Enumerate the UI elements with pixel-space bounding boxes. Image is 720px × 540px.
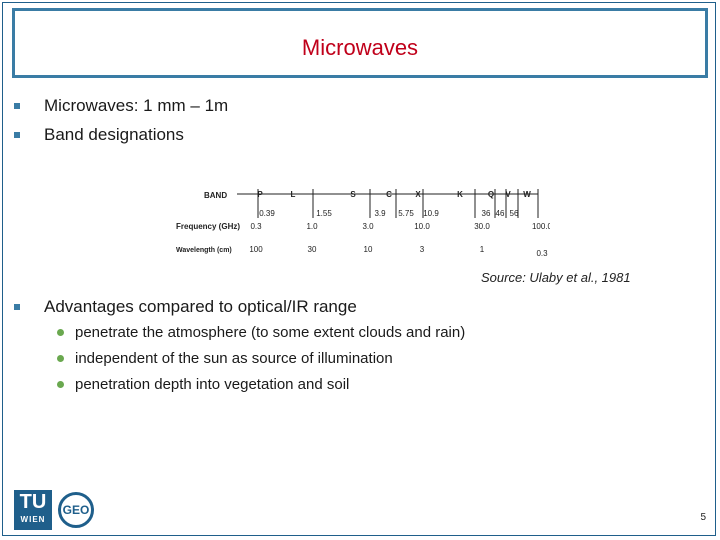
tu-wien-geo-logo: TU WIEN GEO xyxy=(14,490,94,530)
wavelength-tick-2: 10 xyxy=(364,245,373,254)
band-letter-q: Q xyxy=(488,190,494,199)
sub-bullet-text: independent of the sun as source of illu… xyxy=(75,350,393,367)
edge-frequency-7: 56 xyxy=(510,209,519,218)
bullet-text: Microwaves: 1 mm – 1m xyxy=(44,96,229,115)
bullet-band-designations: Band designations xyxy=(14,125,184,145)
frequency-tick-0: 0.3 xyxy=(250,222,262,231)
band-letter-p: P xyxy=(257,190,263,199)
figure-source: Source: Ulaby et al., 1981 xyxy=(481,270,631,285)
bullet-text: Advantages compared to optical/IR range xyxy=(44,297,357,316)
dot-bullet-icon xyxy=(57,355,64,362)
band-letter-v: V xyxy=(505,190,511,199)
square-bullet-icon xyxy=(14,304,20,310)
band-edge-ticks xyxy=(257,189,539,218)
bullet-advantages: Advantages compared to optical/IR range xyxy=(14,297,357,317)
square-bullet-icon xyxy=(14,132,20,138)
band-letter-c: C xyxy=(386,190,392,199)
tu-wien-logo: TU WIEN xyxy=(14,490,52,530)
edge-frequency-4: 10.9 xyxy=(423,209,439,218)
wavelength-tick-0: 100 xyxy=(249,245,263,254)
band-letter-s: S xyxy=(350,190,356,199)
edge-frequency-3: 5.75 xyxy=(398,209,414,218)
band-letter-l: L xyxy=(291,190,296,199)
frequency-tick-2: 3.0 xyxy=(362,222,374,231)
dot-bullet-icon xyxy=(57,381,64,388)
geo-logo: GEO xyxy=(58,492,94,528)
band-edge-frequencies: 0.39 1.55 3.9 5.75 10.9 36 46 56 xyxy=(259,209,519,218)
slide-title: Microwaves xyxy=(301,35,419,60)
edge-frequency-1: 1.55 xyxy=(316,209,332,218)
wavelength-tick-3: 3 xyxy=(420,245,425,254)
band-letter-x: X xyxy=(415,190,421,199)
dot-bullet-icon xyxy=(57,329,64,336)
frequency-tick-5: 100.0 xyxy=(532,222,550,231)
wavelength-label: Wavelength (cm) xyxy=(176,247,232,254)
title-box: Microwaves xyxy=(12,8,708,78)
frequency-tick-4: 30.0 xyxy=(474,222,490,231)
sub-bullet-text: penetration depth into vegetation and so… xyxy=(75,376,350,393)
page-number: 5 xyxy=(700,512,706,523)
sub-bullet-sun: independent of the sun as source of illu… xyxy=(57,350,393,367)
edge-frequency-2: 3.9 xyxy=(374,209,386,218)
wavelength-tick-5: 0.3 xyxy=(536,249,548,258)
frequency-tick-3: 10.0 xyxy=(414,222,430,231)
band-letter-k: K xyxy=(457,190,463,199)
band-label: BAND xyxy=(204,191,227,200)
sub-bullet-atmosphere: penetrate the atmosphere (to some extent… xyxy=(57,324,465,341)
frequency-label: Frequency (GHz) xyxy=(176,222,240,231)
wavelength-ticks: 100 30 10 3 1 0.3 xyxy=(249,245,548,258)
frequency-tick-1: 1.0 xyxy=(306,222,318,231)
edge-frequency-0: 0.39 xyxy=(259,209,275,218)
bullet-microwaves-range: Microwaves: 1 mm – 1m xyxy=(14,96,228,116)
band-designation-figure: BAND P L S C X K Q V W 0.39 1.55 3.9 5.75 10.9 36 46 56… xyxy=(176,189,550,258)
frequency-ticks: 0.3 1.0 3.0 10.0 30.0 100.0 xyxy=(250,222,550,231)
sub-bullet-penetration: penetration depth into vegetation and so… xyxy=(57,376,349,393)
edge-frequency-6: 46 xyxy=(496,209,505,218)
edge-frequency-5: 36 xyxy=(482,209,491,218)
square-bullet-icon xyxy=(14,103,20,109)
band-letter-w: W xyxy=(523,190,531,199)
wavelength-tick-4: 1 xyxy=(480,245,485,254)
wavelength-tick-1: 30 xyxy=(308,245,317,254)
bullet-text: Band designations xyxy=(44,125,184,144)
sub-bullet-text: penetrate the atmosphere (to some extent… xyxy=(75,324,466,341)
